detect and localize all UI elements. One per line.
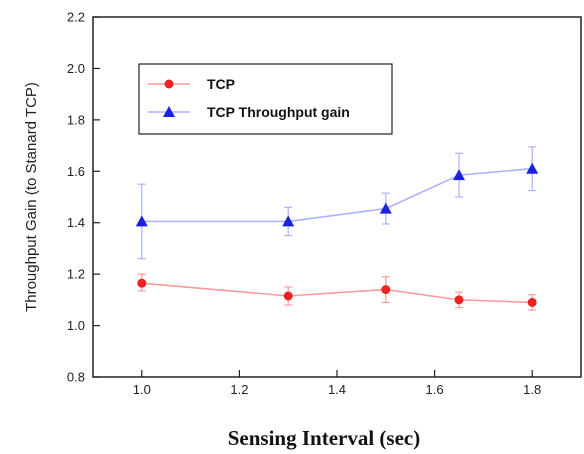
y-tick-label: 1.2: [67, 267, 85, 282]
y-tick-label: 1.6: [67, 164, 85, 179]
data-point: [137, 278, 147, 288]
y-axis-label: Throughput Gain (to Stanard TCP): [23, 82, 40, 312]
x-tick-label: 1.4: [328, 382, 346, 397]
legend-label-tcp: TCP: [207, 76, 235, 92]
y-tick-label: 2.0: [67, 61, 85, 76]
series-line: [141, 282, 533, 304]
series-1: [135, 146, 539, 260]
legend-box: [138, 63, 393, 135]
data-point: [283, 291, 293, 301]
x-tick-label: 1.8: [523, 382, 541, 397]
data-point: [526, 162, 539, 174]
data-point: [454, 295, 464, 305]
data-point: [282, 215, 295, 227]
y-tick-label: 2.2: [67, 10, 85, 25]
legend-marker-tcp: [164, 79, 174, 89]
legend: TCP TCP Throughput gain: [138, 63, 393, 135]
y-tick-label: 1.4: [67, 215, 85, 230]
legend-label-throughput-gain: TCP Throughput gain: [207, 104, 350, 120]
series-0: [137, 273, 537, 311]
series-layer: [135, 146, 539, 311]
y-tick-label: 1.0: [67, 318, 85, 333]
data-point: [381, 285, 391, 295]
x-tick-label: 1.0: [133, 382, 151, 397]
data-point: [527, 297, 537, 307]
data-point: [379, 202, 392, 214]
x-tick-label: 1.2: [230, 382, 248, 397]
y-axis: 0.8 1.0 1.2 1.4 1.6 1.8 2.0 2.2: [67, 10, 100, 385]
series-line: [141, 167, 533, 223]
legend-marker-throughput-gain: [163, 106, 175, 117]
x-axis-label: Sensing Interval (sec): [228, 426, 421, 450]
data-point: [453, 169, 465, 181]
y-tick-label: 1.8: [67, 112, 85, 127]
x-tick-label: 1.6: [426, 382, 444, 397]
data-point: [135, 215, 148, 227]
y-tick-label: 0.8: [67, 370, 85, 385]
x-axis: 1.0 1.2 1.4 1.6 1.8: [133, 370, 541, 397]
